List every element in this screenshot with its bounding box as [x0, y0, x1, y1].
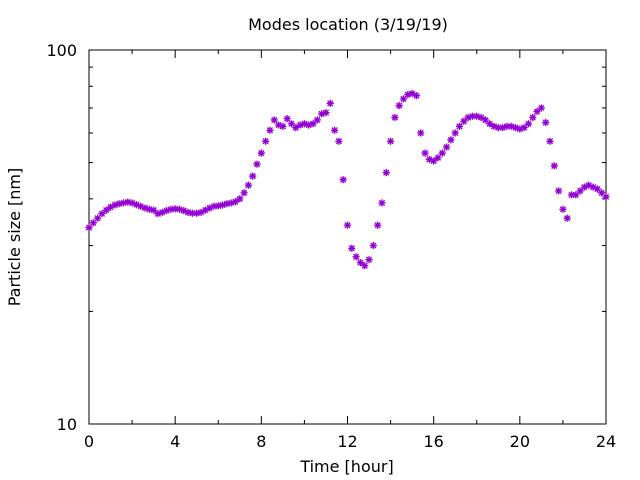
- data-point: [369, 241, 378, 250]
- data-point: [352, 253, 360, 261]
- data-point: [386, 137, 395, 146]
- data-point: [270, 116, 278, 124]
- data-point: [550, 162, 558, 170]
- data-point: [434, 154, 442, 162]
- data-point: [412, 91, 421, 100]
- data-point: [326, 99, 334, 108]
- data-point: [451, 129, 459, 137]
- data-point: [373, 221, 382, 229]
- x-tick-label: 4: [170, 432, 180, 451]
- data-point: [236, 195, 244, 203]
- data-point: [184, 208, 192, 217]
- data-point: [249, 172, 257, 180]
- data-point: [283, 115, 291, 123]
- data-point: [447, 136, 455, 144]
- data-point: [339, 175, 347, 184]
- data-point: [193, 209, 201, 217]
- data-point: [231, 197, 240, 206]
- data-point: [261, 137, 270, 146]
- data-point: [89, 219, 98, 227]
- data-point: [356, 258, 365, 267]
- data-point: [417, 129, 425, 137]
- data-point: [348, 244, 356, 252]
- data-point: [227, 199, 235, 207]
- data-point: [279, 122, 287, 131]
- data-point: [524, 120, 533, 128]
- data-point: [85, 223, 93, 232]
- x-tick-label: 12: [337, 432, 357, 451]
- y-tick-label: 10: [57, 415, 77, 434]
- data-point: [602, 193, 610, 201]
- axis-ticks: 0 4 8 12 16 20 24 10 100: [46, 41, 616, 451]
- data-point: [395, 101, 403, 110]
- data-point: [554, 187, 563, 195]
- data-point: [102, 206, 110, 214]
- data-point: [485, 120, 494, 128]
- y-axis-label: Particle size [nm]: [5, 168, 24, 307]
- data-point: [93, 214, 102, 222]
- x-tick-label: 24: [596, 432, 616, 451]
- data-point: [546, 137, 554, 146]
- data-point: [559, 205, 567, 214]
- data-point: [330, 126, 339, 134]
- data-point: [266, 126, 274, 134]
- data-point: [309, 120, 317, 128]
- x-tick-label: 16: [423, 432, 443, 451]
- x-tick-label: 0: [84, 432, 94, 451]
- data-points: [85, 89, 610, 270]
- data-point: [529, 113, 537, 122]
- data-point: [382, 168, 390, 177]
- data-point: [494, 123, 502, 132]
- data-point: [438, 149, 446, 157]
- data-point: [563, 214, 571, 222]
- plot-frame: [88, 49, 607, 425]
- data-point: [240, 189, 248, 197]
- data-point: [455, 122, 464, 131]
- data-point: [429, 157, 438, 165]
- data-point: [378, 199, 386, 207]
- y-tick-label: 100: [46, 41, 77, 60]
- data-point: [365, 255, 373, 264]
- data-point: [257, 149, 266, 157]
- data-point: [404, 90, 412, 99]
- chart-title: Modes location (3/19/19): [248, 15, 448, 34]
- data-point: [541, 118, 550, 127]
- data-point: [421, 149, 429, 157]
- x-tick-label: 20: [510, 432, 530, 451]
- data-point: [399, 95, 408, 103]
- data-point: [442, 143, 451, 151]
- data-point: [313, 116, 322, 124]
- data-point: [597, 189, 606, 197]
- data-point: [322, 108, 330, 117]
- x-tick-label: 8: [256, 432, 266, 451]
- data-point: [391, 113, 399, 122]
- x-axis-label: Time [hour]: [299, 457, 393, 476]
- data-point: [253, 160, 261, 168]
- data-point: [567, 191, 576, 199]
- data-point: [343, 221, 352, 229]
- data-point: [317, 110, 326, 118]
- data-point: [361, 262, 369, 270]
- data-point: [335, 137, 343, 146]
- data-point: [537, 104, 546, 112]
- data-point: [244, 181, 253, 189]
